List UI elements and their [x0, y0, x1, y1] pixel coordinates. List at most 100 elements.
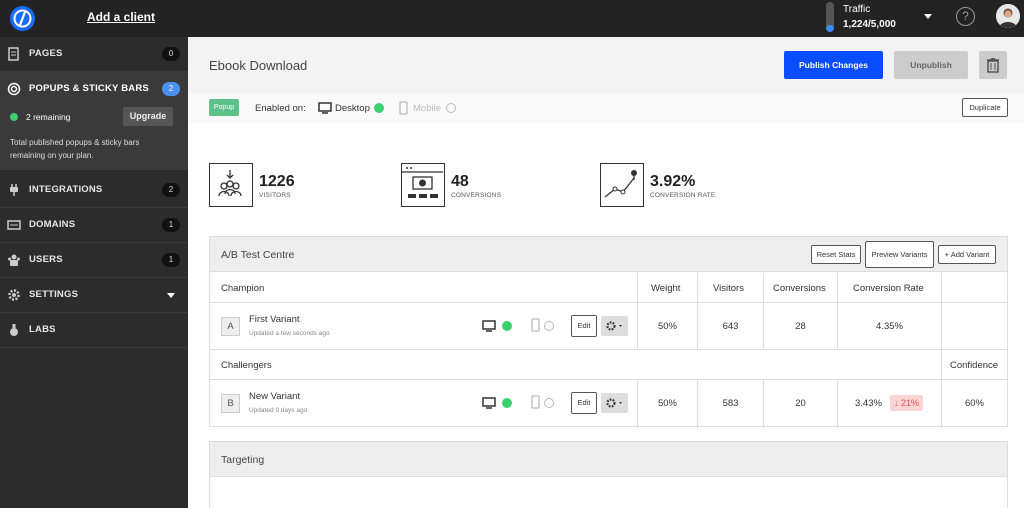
variant-letter: A	[221, 317, 240, 336]
sidebar-item-users[interactable]: USERS 1	[0, 243, 188, 278]
rate-change-badge: ↓ 21%	[890, 395, 924, 411]
sidebar-item-settings[interactable]: SETTINGS	[0, 278, 188, 313]
sidebar-item-pages[interactable]: PAGES 0	[0, 37, 188, 72]
row-divider	[210, 379, 1007, 380]
logo-icon[interactable]	[10, 6, 35, 31]
challenger-confidence: 60%	[964, 398, 984, 409]
users-icon	[8, 254, 20, 266]
disabled-icon	[446, 103, 456, 113]
page-title: Ebook Download	[209, 58, 308, 73]
upgrade-button[interactable]: Upgrade	[123, 107, 173, 126]
conversions-column-header: Conversions	[773, 283, 826, 294]
variant-options-button[interactable]	[601, 393, 628, 413]
traffic-meter	[826, 2, 834, 32]
champion-conversions: 28	[795, 321, 806, 332]
unpublish-button[interactable]: Unpublish	[894, 51, 968, 79]
check-icon	[502, 321, 512, 331]
desktop-icon	[482, 397, 496, 409]
avatar[interactable]	[996, 4, 1020, 28]
column-divider	[941, 350, 942, 428]
type-badge: Popup	[209, 99, 239, 116]
sidebar-item-count: 2	[162, 82, 180, 96]
add-variant-button[interactable]: + Add Variant	[938, 245, 996, 264]
traffic-dropdown-icon[interactable]	[924, 14, 932, 19]
variant-updated: Updated a few seconds ago	[249, 330, 330, 337]
sidebar-item-count: 1	[162, 218, 180, 232]
mobile-label: Mobile	[413, 103, 441, 114]
sidebar-item-integrations[interactable]: INTEGRATIONS 2	[0, 173, 188, 208]
plug-icon	[10, 184, 18, 196]
column-divider	[697, 273, 698, 349]
top-bar: Add a client Traffic 1,224/5,000 ?	[0, 0, 1024, 37]
page-header: Ebook Download Publish Changes Unpublish	[188, 37, 1024, 93]
sidebar-item-count: 2	[162, 183, 180, 197]
reset-stats-button[interactable]: Reset Stats	[811, 245, 861, 264]
conversions-label: CONVERSIONS	[451, 192, 502, 199]
mobile-icon	[399, 101, 408, 115]
pages-icon	[8, 47, 19, 61]
sidebar-item-count: 0	[162, 47, 180, 61]
gear-icon	[606, 398, 622, 408]
edit-variant-button[interactable]: Edit	[571, 315, 597, 337]
visitors-icon	[209, 163, 253, 207]
help-icon[interactable]: ?	[956, 7, 975, 26]
variant-options-button[interactable]	[601, 316, 628, 336]
target-icon	[7, 82, 21, 96]
sidebar-item-popups[interactable]: POPUPS & STICKY BARS 2 2 remaining Upgra…	[0, 72, 188, 170]
preview-variants-button[interactable]: Preview Variants	[865, 241, 934, 268]
add-client-link[interactable]: Add a client	[87, 10, 156, 24]
row-divider	[210, 302, 1007, 303]
remaining-count: 2 remaining	[26, 112, 71, 122]
ab-test-title: A/B Test Centre	[221, 249, 295, 261]
challenger-rate: 3.43%	[855, 398, 882, 409]
column-divider	[837, 380, 838, 428]
column-divider	[637, 380, 638, 428]
conversion-rate-icon	[600, 163, 644, 207]
publish-changes-button[interactable]: Publish Changes	[784, 51, 883, 79]
disabled-icon	[544, 321, 554, 331]
edit-variant-button[interactable]: Edit	[571, 392, 597, 414]
column-divider	[941, 273, 942, 349]
ab-test-panel: A/B Test Centre Reset Stats Preview Vari…	[209, 236, 1008, 428]
visitors-label: VISITORS	[259, 192, 291, 199]
mobile-icon	[531, 318, 540, 332]
status-dot-icon	[10, 113, 18, 121]
challenger-conversions: 20	[795, 398, 806, 409]
enabled-on-label: Enabled on:	[255, 103, 306, 114]
duplicate-button[interactable]: Duplicate	[962, 98, 1008, 117]
champion-heading: Champion	[221, 283, 265, 294]
desktop-label: Desktop	[335, 103, 370, 114]
targeting-header: Targeting	[210, 442, 1007, 477]
champion-rate: 4.35%	[876, 321, 903, 332]
sidebar-item-labs[interactable]: LABS	[0, 313, 188, 348]
chevron-down-icon	[167, 293, 175, 298]
check-icon	[374, 103, 384, 113]
variant-updated: Updated 9 days ago	[249, 407, 308, 414]
weight-column-header: Weight	[651, 283, 681, 294]
ab-test-header: A/B Test Centre Reset Stats Preview Vari…	[210, 237, 1007, 272]
disabled-icon	[544, 398, 554, 408]
traffic-value: 1,224/5,000	[843, 19, 896, 30]
flask-icon	[10, 324, 18, 336]
challenger-visitors: 583	[722, 398, 739, 409]
challenger-weight: 50%	[657, 398, 677, 409]
visitors-column-header: Visitors	[713, 283, 744, 294]
champion-visitors: 643	[722, 321, 739, 332]
sidebar-item-domains[interactable]: DOMAINS 1	[0, 208, 188, 243]
variant-name[interactable]: First Variant	[249, 314, 300, 325]
conversion-rate-label: CONVERSION RATE	[650, 192, 716, 199]
gear-icon	[606, 321, 622, 331]
sidebar-item-label: USERS	[29, 254, 63, 265]
variant-name[interactable]: New Variant	[249, 391, 301, 402]
column-divider	[697, 380, 698, 428]
plan-note: Total published popups & sticky bars rem…	[10, 138, 140, 160]
conversions-icon	[401, 163, 445, 207]
targeting-panel: Targeting	[209, 441, 1008, 508]
column-divider	[837, 273, 838, 349]
mobile-icon	[531, 395, 540, 409]
delete-button[interactable]	[979, 51, 1007, 79]
traffic-label: Traffic	[843, 4, 871, 15]
sidebar-item-label: LABS	[29, 324, 56, 335]
sidebar-item-label: INTEGRATIONS	[29, 184, 103, 195]
conversions-value: 48	[451, 173, 469, 190]
